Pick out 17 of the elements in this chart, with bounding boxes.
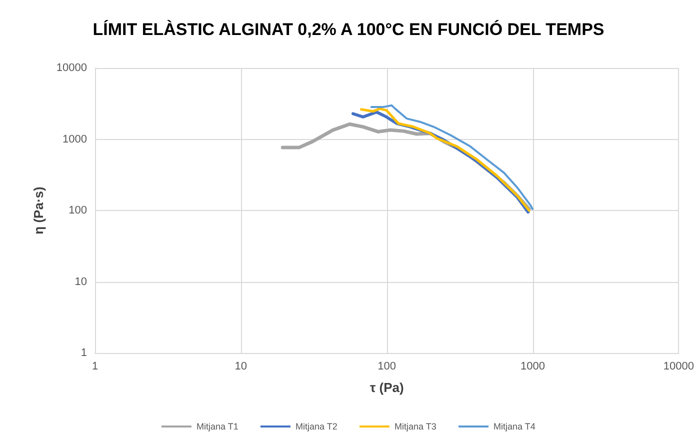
x-tick-label: 10000 [663,360,694,372]
y-axis-title: η (Pa·s) [31,186,46,234]
y-tick-label: 1 [80,347,87,359]
legend-label: Mitjana T4 [494,422,536,432]
x-axis-title: τ (Pa) [370,380,404,395]
legend-label: Mitjana T3 [394,422,436,432]
x-tick-label: 100 [378,360,396,372]
x-tick-label: 1 [92,360,98,372]
legend-label: Mitjana T1 [196,422,238,432]
y-tick-label: 1000 [62,133,87,146]
y-tick-label: 10 [74,276,87,288]
x-tick-label: 1000 [520,360,546,372]
legend-label: Mitjana T2 [295,422,338,432]
y-tick-label: 10000 [56,62,87,74]
y-tick-label: 100 [68,204,87,216]
x-tick-label: 10 [234,360,248,372]
chart-title: LÍMIT ELÀSTIC ALGINAT 0,2% A 100°C EN FUNCIÓ DEL TEMPS [92,19,604,39]
